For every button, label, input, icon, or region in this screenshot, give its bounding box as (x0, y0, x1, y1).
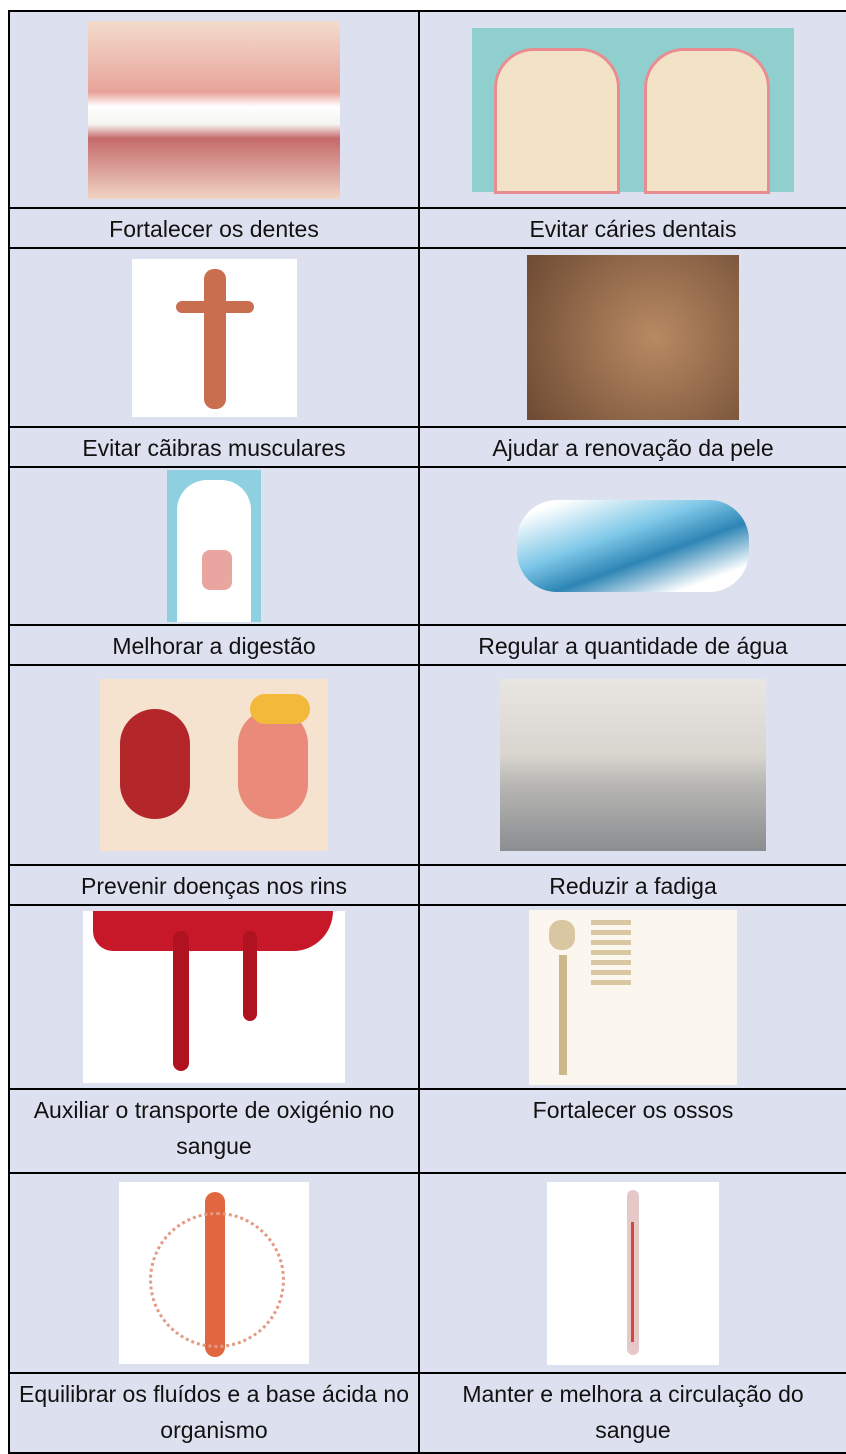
image-row (8, 1172, 846, 1374)
caption: Prevenir doenças nos rins (8, 864, 420, 906)
image-cell (418, 664, 846, 866)
teeth-diagram-image (472, 27, 794, 194)
digestion-image (167, 470, 261, 622)
image-cell (418, 904, 846, 1090)
image-cell (8, 247, 420, 428)
image-cell (418, 1172, 846, 1374)
image-cell (418, 466, 846, 626)
organs-image (119, 1182, 309, 1364)
caption: Auxiliar o transporte de oxigénio no san… (8, 1088, 420, 1174)
image-row (8, 664, 846, 866)
benefits-table: Fortalecer os dentes Evitar cáries dentai… (8, 10, 846, 1454)
image-cell (8, 10, 420, 209)
image-cell (418, 10, 846, 209)
image-cell (8, 1172, 420, 1374)
skin-image (527, 255, 739, 420)
caption: Fortalecer os ossos (418, 1088, 846, 1174)
image-cell (8, 904, 420, 1090)
image-cell (8, 664, 420, 866)
image-row (8, 247, 846, 428)
image-row (8, 466, 846, 626)
caption: Regular a quantidade de água (418, 624, 846, 666)
caption: Evitar cãibras musculares (8, 426, 420, 468)
fatigue-image (500, 679, 766, 851)
caption: Evitar cáries dentais (418, 207, 846, 249)
caption: Melhorar a digestão (8, 624, 420, 666)
kidney-image (100, 679, 328, 851)
bones-image (529, 909, 737, 1085)
image-cell (8, 466, 420, 626)
caption: Fortalecer os dentes (8, 207, 420, 249)
caption: Ajudar a renovação da pele (418, 426, 846, 468)
image-cell (418, 247, 846, 428)
blood-image (83, 911, 345, 1083)
water-image (517, 500, 749, 592)
caption: Equilibrar os fluídos e a base ácida no … (8, 1372, 420, 1454)
smile-image (88, 20, 340, 199)
caption: Reduzir a fadiga (418, 864, 846, 906)
image-row (8, 10, 846, 209)
muscle-body-image (131, 258, 297, 417)
image-row (8, 904, 846, 1090)
circulation-image (547, 1181, 719, 1365)
caption: Manter e melhora a circulação do sangue (418, 1372, 846, 1454)
